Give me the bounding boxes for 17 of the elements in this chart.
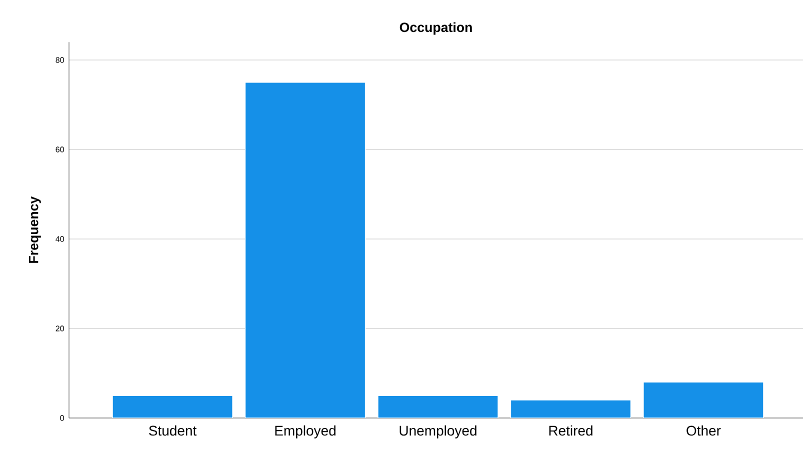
- bar: [112, 395, 233, 418]
- x-tick-label: Unemployed: [400, 425, 476, 438]
- x-tick-label: Student: [149, 425, 197, 436]
- bar: [244, 82, 366, 418]
- bar: [510, 400, 632, 418]
- x-tick-label: Employed: [275, 425, 336, 438]
- y-tick-label: 20: [56, 326, 64, 332]
- y-axis-title: Frequency: [28, 196, 41, 263]
- y-tick-label: 60: [56, 146, 64, 152]
- bar: [378, 395, 498, 418]
- y-tick-label: 40: [56, 236, 64, 242]
- y-tick-label: 0: [60, 415, 64, 421]
- bar: [643, 382, 764, 418]
- chart-title: Occupation: [400, 22, 472, 35]
- y-tick-label: 80: [56, 57, 64, 63]
- x-tick-label: Retired: [549, 425, 592, 436]
- x-tick-label: Other: [686, 425, 721, 436]
